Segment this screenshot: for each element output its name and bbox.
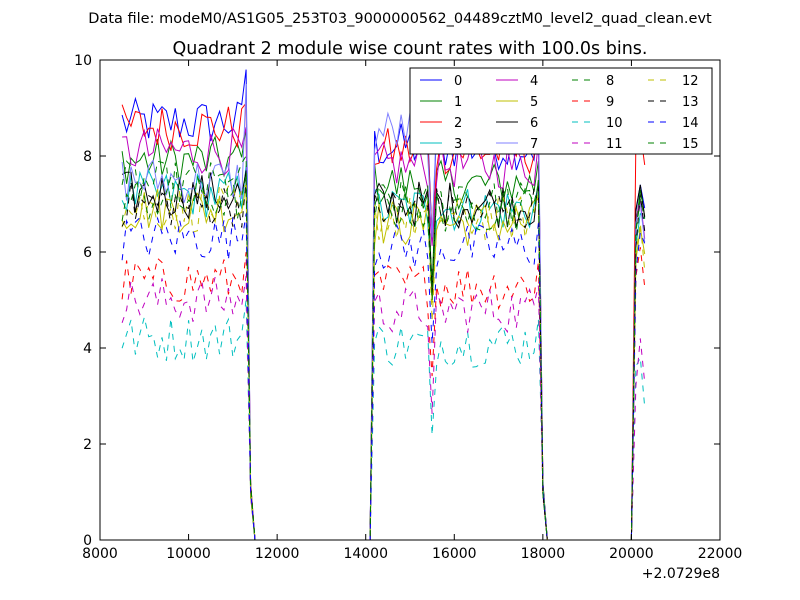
x-tick-label: 22000 bbox=[698, 546, 743, 562]
series-line-8 bbox=[121, 154, 646, 541]
legend-label-12: 12 bbox=[682, 74, 699, 89]
y-tick-label: 10 bbox=[74, 53, 92, 69]
legend-frame bbox=[409, 67, 713, 155]
legend-label-9: 9 bbox=[606, 95, 614, 110]
x-tick-label: 14000 bbox=[343, 546, 388, 562]
series-line-15 bbox=[121, 175, 646, 541]
series-line-1 bbox=[121, 127, 646, 541]
y-tick-label: 6 bbox=[83, 245, 92, 261]
legend-label-14: 14 bbox=[682, 116, 699, 131]
series-line-4 bbox=[122, 126, 646, 541]
series-line-6 bbox=[121, 170, 646, 541]
legend-label-15: 15 bbox=[682, 137, 699, 152]
series-line-12 bbox=[121, 183, 646, 541]
series-line-13 bbox=[121, 179, 646, 541]
series-line-11 bbox=[121, 275, 646, 541]
legend-label-8: 8 bbox=[606, 74, 614, 89]
y-tick-label: 4 bbox=[83, 341, 92, 357]
legend-label-6: 6 bbox=[530, 116, 538, 131]
chart-suptitle: Data file: modeM0/AS1G05_253T03_90000005… bbox=[88, 11, 712, 27]
legend-label-11: 11 bbox=[606, 137, 623, 152]
y-tick-label: 8 bbox=[83, 149, 92, 165]
legend-label-7: 7 bbox=[530, 137, 538, 152]
legend-label-5: 5 bbox=[530, 95, 538, 110]
plot-lines bbox=[121, 69, 646, 541]
legend-label-1: 1 bbox=[454, 95, 462, 110]
y-tick-label: 0 bbox=[83, 533, 92, 549]
x-tick-label: 8000 bbox=[82, 546, 118, 562]
y-tick-label: 2 bbox=[83, 437, 92, 453]
series-line-9 bbox=[121, 247, 646, 541]
legend-label-13: 13 bbox=[682, 95, 699, 110]
series-line-10 bbox=[121, 299, 646, 541]
x-axis-offset-label: +2.0729e8 bbox=[642, 566, 720, 582]
axis-ticks: 8000 10000 12000 14000 16000 18000 20000 22000 0… bbox=[74, 53, 742, 562]
x-tick-label: 10000 bbox=[166, 546, 211, 562]
x-tick-label: 16000 bbox=[432, 546, 477, 562]
x-tick-label: 12000 bbox=[255, 546, 300, 562]
x-tick-label: 18000 bbox=[521, 546, 566, 562]
series-line-14 bbox=[121, 213, 646, 541]
legend-label-0: 0 bbox=[454, 74, 462, 89]
legend-label-4: 4 bbox=[530, 74, 538, 89]
x-tick-label: 20000 bbox=[609, 546, 654, 562]
legend-label-2: 2 bbox=[454, 116, 462, 131]
series-line-5 bbox=[121, 184, 646, 541]
legend-label-3: 3 bbox=[454, 137, 462, 152]
plot-frame bbox=[99, 59, 721, 541]
chart-title: Quadrant 2 module wise count rates with … bbox=[173, 39, 648, 59]
legend-label-10: 10 bbox=[606, 116, 623, 131]
